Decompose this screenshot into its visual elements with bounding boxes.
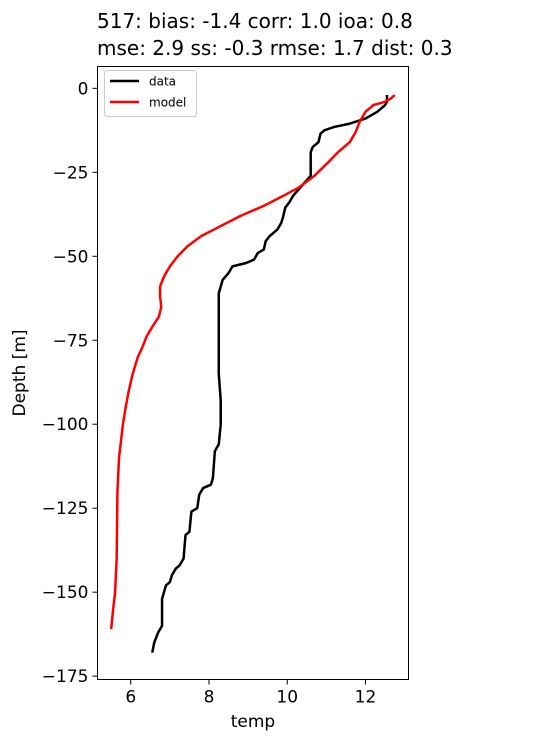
y-tick-label: −125 [42, 499, 89, 519]
chart-title-line-1: 517: bias: -1.4 corr: 1.0 ioa: 0.8 [97, 9, 413, 33]
y-tick-label: −175 [42, 667, 89, 687]
plot-area: 6 8 10 12 0 −25 −50 −75 −100 −125 −150 −175 [42, 79, 396, 708]
x-axis-label: temp [231, 712, 275, 732]
legend-label-model: model [149, 96, 186, 110]
legend: data model [104, 70, 197, 117]
x-tick-label: 6 [125, 688, 136, 708]
y-tick-label: −50 [53, 247, 89, 267]
y-tick-label: −150 [42, 583, 89, 603]
plot-frame [97, 66, 409, 680]
legend-label-data: data [149, 75, 176, 89]
chart-title-line-2: mse: 2.9 ss: -0.3 rmse: 1.7 dist: 0.3 [97, 36, 453, 60]
y-tick-label: −25 [53, 163, 89, 183]
x-tick-label: 10 [276, 688, 298, 708]
series-line-data [151, 95, 389, 653]
x-tick-label: 12 [355, 688, 377, 708]
y-axis-label: Depth [m] [10, 329, 30, 416]
y-tick-label: −75 [53, 331, 89, 351]
y-tick-label: 0 [78, 79, 89, 99]
y-tick-label: −100 [42, 415, 89, 435]
x-tick-label: 8 [204, 688, 215, 708]
series-line-model [109, 94, 396, 630]
